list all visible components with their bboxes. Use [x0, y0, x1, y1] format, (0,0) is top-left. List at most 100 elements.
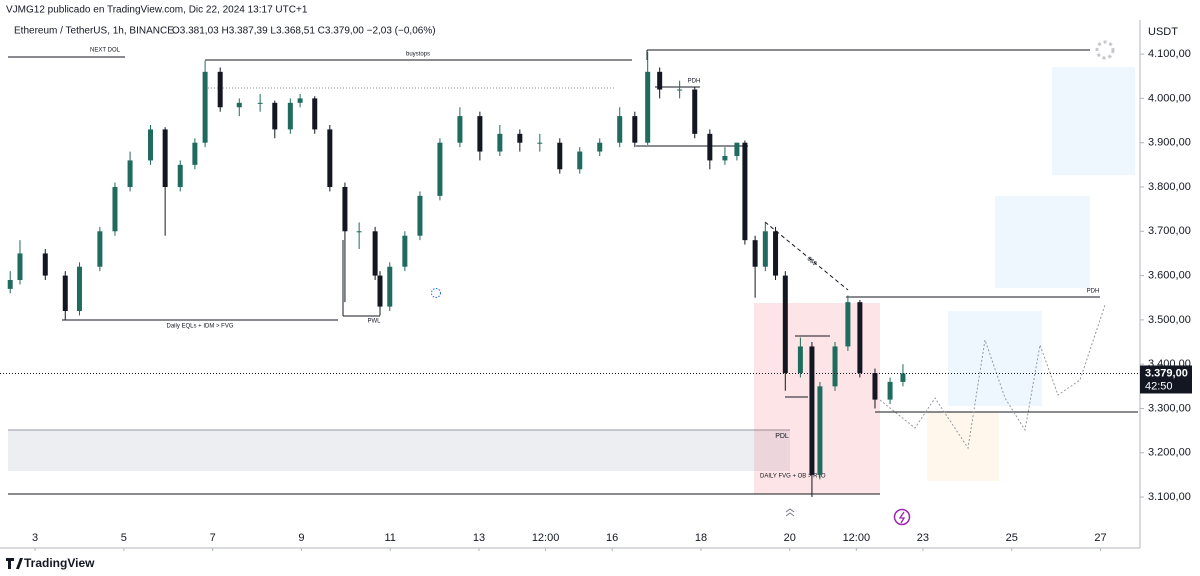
candle-body	[632, 116, 638, 143]
y-tick-label: 3.200,00	[1148, 447, 1191, 459]
candle-body	[857, 302, 863, 374]
y-tick-label: 3.700,00	[1148, 225, 1191, 237]
y-tick-label: 3.800,00	[1148, 181, 1191, 193]
candle-body	[457, 116, 463, 143]
candle-body	[537, 142, 543, 144]
plot	[7, 51, 906, 498]
candle-body	[872, 373, 878, 400]
candle-body	[42, 253, 48, 276]
y-tick-label: 4.000,00	[1148, 92, 1191, 104]
pdl-zone	[8, 430, 790, 471]
brand: TradingView	[24, 556, 95, 570]
candle-body	[742, 142, 748, 241]
candle-body	[645, 71, 651, 143]
candle-body	[692, 89, 698, 134]
candle-body	[477, 116, 483, 152]
candle-body	[162, 129, 168, 187]
y-tick-label: 3.300,00	[1148, 402, 1191, 414]
candle-body	[7, 280, 13, 289]
annotation: PWL	[367, 319, 381, 325]
x-tick-label: 11	[384, 532, 395, 544]
x-tick-label: 12:00	[532, 532, 560, 544]
collapse-icon[interactable]	[785, 508, 795, 517]
candle-body	[657, 71, 663, 90]
annotation: PDL	[775, 433, 789, 440]
last-price-label: 3.379,00	[1145, 367, 1188, 379]
candle-body	[734, 142, 740, 156]
candle-body	[377, 275, 383, 307]
x-tick-label: 16	[606, 532, 618, 544]
y-tick-label: 4.100,00	[1148, 48, 1191, 60]
candle-body	[845, 302, 851, 347]
candle-body	[342, 186, 348, 232]
x-tick-label: 12:00	[843, 532, 871, 544]
candle-body	[900, 373, 906, 382]
candle-body	[387, 266, 393, 307]
candle-body	[127, 160, 133, 187]
x-tick-label: 9	[298, 532, 304, 544]
publisher: VJMG12 publicado en TradingView.com, Dic…	[6, 5, 308, 16]
candle-body	[557, 142, 563, 170]
y-tick-label: 3.600,00	[1148, 269, 1191, 281]
candle-body	[809, 346, 815, 475]
trend-line	[764, 221, 849, 291]
candle-body	[372, 231, 378, 276]
candle-body	[832, 346, 838, 387]
candle-body	[62, 275, 68, 312]
countdown: 42:50	[1145, 380, 1173, 392]
loader	[1095, 40, 1115, 60]
candle-body	[887, 381, 893, 400]
x-tick-label: 25	[1006, 532, 1018, 544]
x-tick-label: 27	[1094, 532, 1106, 544]
candle-body	[297, 98, 303, 103]
candle-body	[202, 71, 208, 143]
candle-body	[773, 231, 779, 276]
candle-body	[356, 231, 362, 233]
candle-body	[817, 386, 823, 475]
candle-body	[97, 231, 103, 267]
x-tick-label: 20	[784, 532, 796, 544]
x-tick-label: 3	[32, 532, 38, 544]
symbol-title: Ethereum / TetherUS, 1h, BINANCE	[14, 26, 174, 37]
candle-body	[287, 102, 293, 130]
target-zone	[948, 311, 1042, 406]
target-zone	[1052, 67, 1135, 175]
candle-body	[257, 102, 263, 104]
entry-zone	[927, 412, 999, 481]
ohlc-text: O3.381,03 H3.387,39 L3.368,51 C3.379,00 …	[172, 26, 436, 37]
candle-body	[497, 133, 503, 152]
y-tick-label: 3.900,00	[1148, 137, 1191, 149]
y-tick-label: 3.500,00	[1148, 314, 1191, 326]
candle-body	[597, 142, 603, 152]
candle-body	[617, 116, 623, 143]
x-tick-label: 18	[695, 532, 707, 544]
annotation: NEXT DOL	[90, 48, 121, 54]
x-tick-label: 13	[473, 532, 485, 544]
loader	[431, 288, 441, 298]
candle-body	[707, 133, 713, 161]
candle-body	[752, 240, 758, 267]
candle-body	[147, 129, 153, 161]
candle-body	[437, 142, 443, 196]
events-icon[interactable]	[893, 508, 911, 526]
annotation: buystops	[406, 52, 430, 58]
candle-body	[217, 71, 223, 108]
y-tick-label: 3.100,00	[1148, 491, 1191, 503]
candle-body	[177, 164, 183, 187]
candle-body	[722, 155, 728, 161]
candle-body	[517, 133, 523, 143]
annotation: PDH	[1087, 289, 1100, 295]
candle-body	[762, 231, 768, 267]
candle-body	[312, 98, 318, 130]
candle-body	[417, 195, 423, 236]
candle-body	[402, 235, 408, 267]
candle-body	[236, 102, 242, 108]
x-tick-label: 23	[917, 532, 929, 544]
target-zone	[995, 196, 1090, 288]
candle-body	[192, 142, 198, 165]
x-tick-label: 5	[121, 532, 127, 544]
annotation: Daily EQLs + IDM > FVG	[166, 324, 233, 330]
candle-body	[577, 151, 583, 170]
